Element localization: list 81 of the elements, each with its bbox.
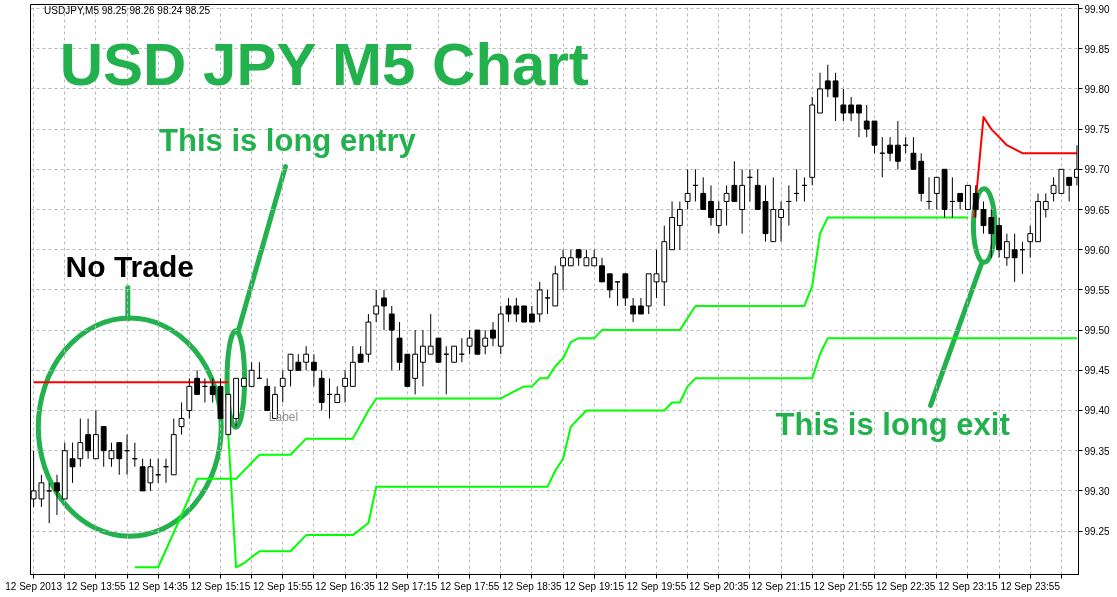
y-tick-label: 99.35 xyxy=(1084,445,1110,457)
x-tick-label: 12 Sep 22:35 xyxy=(875,580,936,592)
candlestick xyxy=(490,321,496,347)
candlestick xyxy=(856,104,862,138)
candlestick xyxy=(887,136,893,162)
candlestick xyxy=(848,96,855,122)
x-tick-label: 12 Sep 16:35 xyxy=(315,580,376,592)
candlestick xyxy=(560,249,566,291)
candlestick xyxy=(420,329,426,387)
y-tick-label: 99.65 xyxy=(1084,204,1110,216)
candlestick xyxy=(676,200,683,251)
x-tick-label: 12 Sep 14:35 xyxy=(128,580,189,592)
candlestick xyxy=(832,72,839,122)
candlestick xyxy=(1027,225,1034,259)
y-tick-label: 99.50 xyxy=(1084,325,1110,337)
annotation: This is long entry xyxy=(159,122,417,158)
candlestick xyxy=(715,200,722,235)
y-tick-label: 99.75 xyxy=(1084,124,1110,136)
candlestick xyxy=(248,361,255,387)
candlestick xyxy=(388,305,395,371)
x-tick-label: 12 Sep 2013 xyxy=(5,580,63,592)
annotation: No Trade xyxy=(65,250,194,284)
x-tick-label: 12 Sep 19:55 xyxy=(626,580,687,592)
candlestick xyxy=(311,353,317,387)
candlestick xyxy=(1042,192,1049,219)
candlestick xyxy=(194,369,201,395)
candlestick xyxy=(606,273,613,299)
candlestick xyxy=(630,297,637,323)
candlestick xyxy=(54,474,60,516)
candlestick xyxy=(778,200,784,243)
candlestick xyxy=(482,329,489,355)
x-tick-label: 12 Sep 21:15 xyxy=(751,580,812,592)
candlestick xyxy=(700,176,707,211)
candlestick xyxy=(46,482,53,524)
candlestick xyxy=(381,289,387,331)
y-tick-label: 99.60 xyxy=(1084,244,1110,256)
x-tick-label: 12 Sep 19:15 xyxy=(564,580,625,592)
candlestick xyxy=(77,418,84,468)
candlestick xyxy=(840,88,847,122)
candlestick xyxy=(1066,176,1073,202)
line-series xyxy=(973,116,1078,219)
y-tick-label: 99.80 xyxy=(1084,83,1110,95)
x-tick-label: 12 Sep 20:35 xyxy=(689,580,749,592)
candlestick xyxy=(894,120,901,170)
y-tick-label: 99.55 xyxy=(1084,284,1110,296)
x-tick-label: 12 Sep 15:15 xyxy=(190,580,251,592)
y-tick-label: 99.45 xyxy=(1084,365,1110,377)
candlestick xyxy=(933,176,940,211)
y-tick-label: 99.30 xyxy=(1084,485,1110,497)
x-tick-label: 12 Sep 23:55 xyxy=(1000,580,1061,592)
x-tick-label: 12 Sep 13:55 xyxy=(66,580,127,592)
candlestick xyxy=(544,289,551,315)
candlestick xyxy=(910,136,917,170)
candlestick xyxy=(373,289,380,323)
annotation: Label xyxy=(268,410,299,425)
candlestick xyxy=(85,418,92,460)
candlestick xyxy=(1011,233,1018,283)
y-tick-label: 99.85 xyxy=(1084,43,1110,55)
y-tick-label: 99.70 xyxy=(1084,164,1110,176)
candlestick xyxy=(708,184,714,227)
x-tick-label: 12 Sep 18:35 xyxy=(502,580,563,592)
x-tick-label: 12 Sep 17:15 xyxy=(377,580,438,592)
candlestick xyxy=(684,168,691,211)
x-tick-label: 12 Sep 15:55 xyxy=(253,580,313,592)
annotation: This is long exit xyxy=(775,406,1010,442)
candlestick xyxy=(178,401,185,436)
candlestick xyxy=(824,64,831,98)
chart-subtitle: USDJPY,M5 98.25 98.26 98.24 98.25 xyxy=(44,5,211,17)
candlestick xyxy=(599,257,605,283)
candlestick xyxy=(342,369,348,403)
candlestick xyxy=(279,369,286,403)
candlestick xyxy=(614,281,621,307)
chart-title: USD JPY M5 Chart xyxy=(59,30,589,98)
y-tick-label: 99.90 xyxy=(1084,3,1110,15)
y-tick-label: 99.25 xyxy=(1084,526,1110,538)
candlestick xyxy=(1003,233,1010,267)
x-tick-label: 12 Sep 23:15 xyxy=(938,580,999,592)
y-tick-label: 99.40 xyxy=(1084,405,1110,417)
candlestick xyxy=(303,345,310,371)
x-tick-label: 12 Sep 17:55 xyxy=(439,580,500,592)
x-tick-label: 12 Sep 21:55 xyxy=(813,580,874,592)
